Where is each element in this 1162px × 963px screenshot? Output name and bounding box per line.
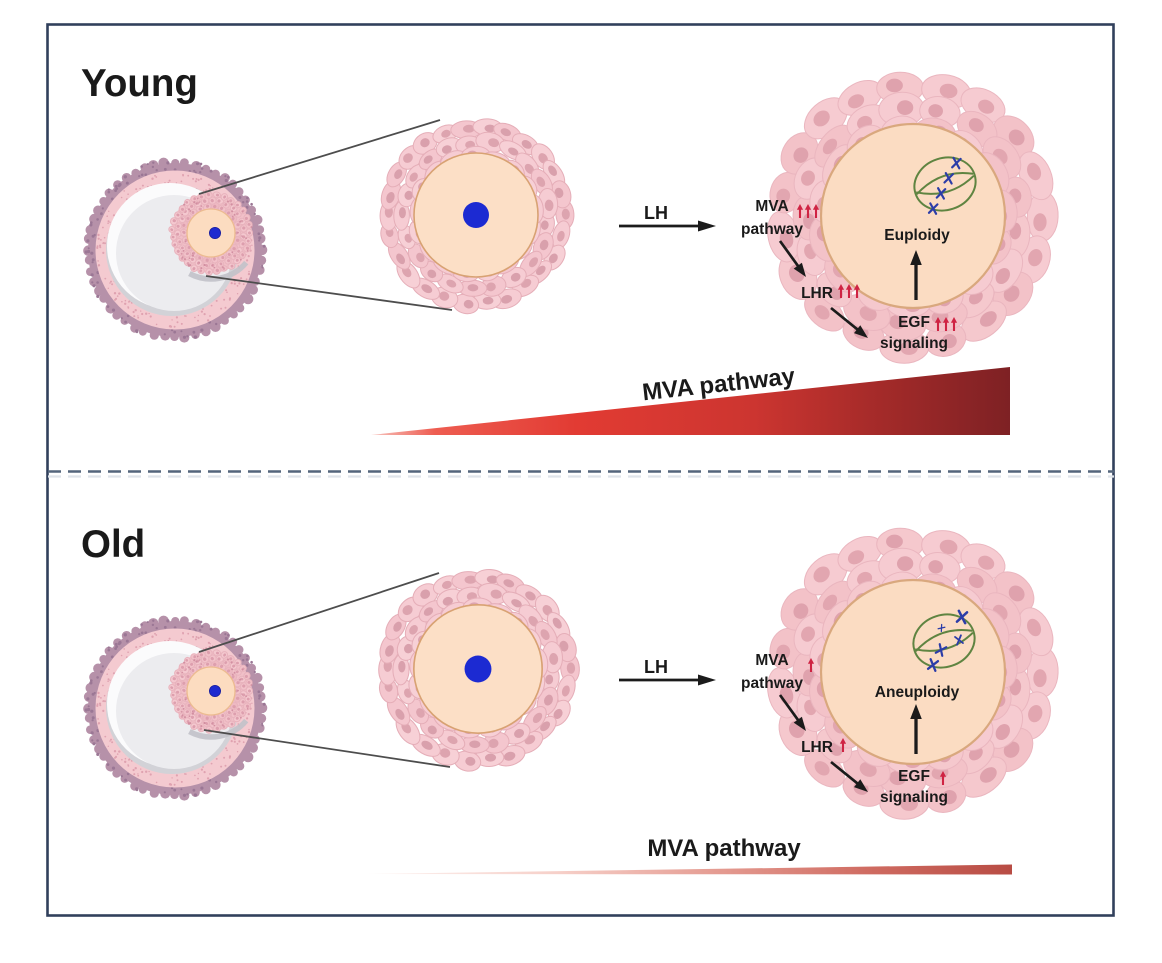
svg-text:signaling: signaling xyxy=(880,335,948,352)
svg-text:pathway: pathway xyxy=(741,221,803,238)
svg-text:Aneuploidy: Aneuploidy xyxy=(875,684,960,701)
svg-text:MVA pathway: MVA pathway xyxy=(647,835,801,862)
svg-text:LHR: LHR xyxy=(801,739,833,756)
svg-text:MVA: MVA xyxy=(755,652,788,669)
svg-text:EGF: EGF xyxy=(898,768,930,785)
svg-text:signaling: signaling xyxy=(880,789,948,806)
svg-text:LH: LH xyxy=(644,203,668,223)
svg-text:Young: Young xyxy=(81,62,198,105)
svg-text:Euploidy: Euploidy xyxy=(884,227,950,244)
svg-text:LH: LH xyxy=(644,657,668,677)
svg-text:LHR: LHR xyxy=(801,285,833,302)
svg-text:EGF: EGF xyxy=(898,314,930,331)
svg-text:MVA: MVA xyxy=(755,198,788,215)
svg-text:pathway: pathway xyxy=(741,675,803,692)
svg-text:Old: Old xyxy=(81,523,145,566)
